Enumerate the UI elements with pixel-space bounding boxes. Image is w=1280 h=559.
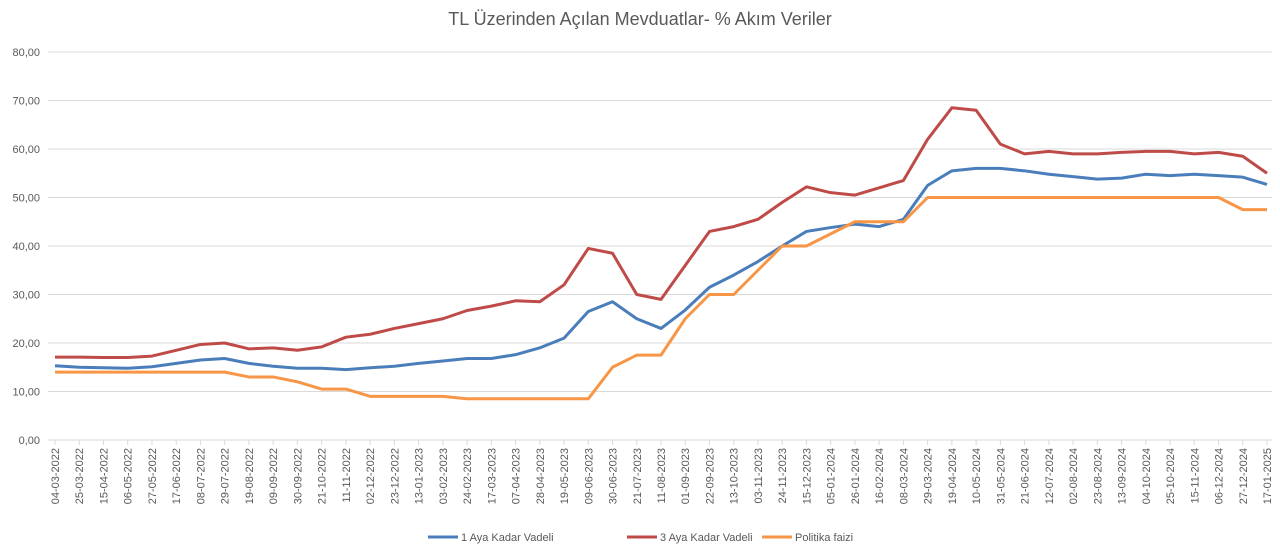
y-tick-label: 60,00 bbox=[12, 144, 40, 156]
x-tick-label: 25-03-2022 bbox=[74, 448, 86, 504]
x-tick-label: 01-09-2023 bbox=[680, 448, 692, 504]
x-tick-label: 26-01-2024 bbox=[850, 448, 862, 504]
x-tick-label: 13-10-2023 bbox=[729, 448, 741, 504]
x-tick-label: 15-12-2023 bbox=[801, 448, 813, 504]
x-tick-label: 04-03-2022 bbox=[50, 448, 62, 504]
x-tick-label: 19-04-2024 bbox=[947, 448, 959, 504]
x-tick-label: 23-12-2022 bbox=[389, 448, 401, 504]
x-tick-label: 21-07-2023 bbox=[632, 448, 644, 504]
x-tick-label: 23-08-2024 bbox=[1092, 448, 1104, 504]
x-tick-label: 09-09-2022 bbox=[268, 448, 280, 504]
series-line bbox=[55, 196, 1267, 401]
x-tick-label: 11-08-2023 bbox=[656, 448, 668, 503]
x-tick-label: 13-01-2023 bbox=[414, 448, 426, 504]
x-tick-label: 06-12-2024 bbox=[1214, 448, 1226, 504]
x-tick-label: 05-01-2024 bbox=[826, 448, 838, 504]
y-tick-label: 50,00 bbox=[12, 193, 40, 205]
x-tick-label: 24-11-2023 bbox=[777, 448, 789, 503]
x-tick-label: 24-02-2023 bbox=[462, 448, 474, 504]
y-tick-label: 30,00 bbox=[12, 290, 40, 302]
x-tick-label: 16-02-2024 bbox=[874, 448, 886, 504]
y-tick-label: 0,00 bbox=[19, 435, 40, 447]
x-tick-label: 10-05-2024 bbox=[971, 448, 983, 504]
x-tick-label: 12-07-2024 bbox=[1044, 448, 1056, 504]
x-tick-label: 17-06-2022 bbox=[171, 448, 183, 504]
y-tick-label: 20,00 bbox=[12, 338, 40, 350]
x-tick-label: 21-06-2024 bbox=[1020, 448, 1032, 504]
y-tick-label: 10,00 bbox=[12, 387, 40, 399]
chart-title: TL Üzerinden Açılan Mevduatlar- % Akım V… bbox=[448, 9, 832, 29]
x-tick-label: 06-05-2022 bbox=[123, 448, 135, 504]
series-line bbox=[54, 166, 1268, 372]
x-tick-label: 13-09-2024 bbox=[1117, 448, 1129, 504]
x-tick-label: 17-01-2025 bbox=[1262, 448, 1274, 504]
x-tick-label: 15-04-2022 bbox=[98, 448, 110, 504]
x-tick-label: 15-11-2024 bbox=[1189, 448, 1201, 503]
x-tick-label: 19-05-2023 bbox=[559, 448, 571, 504]
x-tick-label: 29-07-2022 bbox=[220, 448, 232, 504]
x-tick-label: 30-06-2023 bbox=[608, 448, 620, 504]
y-tick-label: 70,00 bbox=[12, 96, 40, 108]
x-tick-label: 04-10-2024 bbox=[1141, 448, 1153, 504]
x-tick-label: 22-09-2023 bbox=[704, 448, 716, 504]
x-tick-label: 31-05-2024 bbox=[995, 448, 1007, 504]
x-tick-label: 21-10-2022 bbox=[317, 448, 329, 504]
x-tick-label: 30-09-2022 bbox=[292, 448, 304, 504]
x-tick-label: 02-12-2022 bbox=[365, 448, 377, 504]
x-tick-label: 25-10-2024 bbox=[1165, 448, 1177, 504]
x-tick-label: 19-08-2022 bbox=[244, 448, 256, 504]
x-tick-label: 27-12-2024 bbox=[1238, 448, 1250, 504]
x-tick-label: 02-08-2024 bbox=[1068, 448, 1080, 504]
series-line bbox=[55, 106, 1268, 360]
x-tick-label: 03-02-2023 bbox=[438, 448, 450, 504]
legend-label: 1 Aya Kadar Vadeli bbox=[461, 532, 554, 544]
x-tick-label: 07-04-2023 bbox=[511, 448, 523, 504]
y-tick-label: 80,00 bbox=[12, 47, 40, 59]
x-tick-label: 08-03-2024 bbox=[898, 448, 910, 504]
x-tick-label: 11-11-2022 bbox=[341, 448, 353, 503]
x-tick-label: 17-03-2023 bbox=[486, 448, 498, 504]
x-tick-label: 08-07-2022 bbox=[195, 448, 207, 504]
x-tick-label: 27-05-2022 bbox=[147, 448, 159, 504]
legend-label: 3 Aya Kadar Vadeli bbox=[660, 532, 753, 544]
x-tick-label: 09-06-2023 bbox=[583, 448, 595, 504]
x-tick-label: 28-04-2023 bbox=[535, 448, 547, 504]
y-tick-label: 40,00 bbox=[12, 241, 40, 253]
x-tick-label: 29-03-2024 bbox=[923, 448, 935, 504]
legend-label: Politika faizi bbox=[795, 532, 853, 544]
x-tick-label: 03-11-2023 bbox=[753, 448, 765, 503]
